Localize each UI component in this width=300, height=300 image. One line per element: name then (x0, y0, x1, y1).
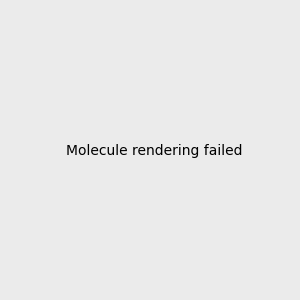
Text: Molecule rendering failed: Molecule rendering failed (65, 145, 242, 158)
